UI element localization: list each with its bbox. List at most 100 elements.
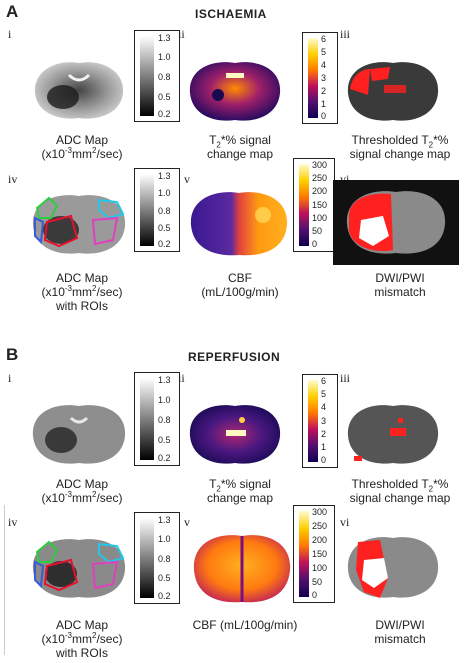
caption-line: Thresholded T2*%: [351, 133, 449, 150]
caption-b-iv: ADC Map (x10-3mm2/sec) with ROIs: [12, 618, 152, 660]
caption-a-vi: DWI/PWI mismatch: [330, 271, 470, 299]
tick-label: 0: [321, 111, 327, 121]
caption-line: mismatch: [374, 285, 426, 299]
tick-label: 0.2: [158, 453, 171, 463]
caption-a-iv: ADC Map (x10-3mm2/sec) with ROIs: [12, 271, 152, 313]
tick-label: 2: [321, 86, 327, 96]
caption-line: mismatch: [374, 632, 426, 646]
caption-b-v: CBF (mL/100g/min): [180, 618, 310, 632]
caption-line: signal change map: [349, 147, 451, 161]
caption-a-iii: Thresholded T2*% signal change map: [330, 133, 470, 161]
tick-label: 1.0: [158, 188, 171, 198]
tick-label: 300: [312, 507, 328, 517]
numeral-a-i: i: [8, 27, 12, 41]
colorbar-b-cbf: 300 250 200 150 100 50 0: [293, 505, 335, 603]
colorbar-b-adc-mid: 1.3 1.0 0.8 0.5 0.2: [134, 512, 180, 604]
caption-line: T2*% signal: [209, 133, 271, 150]
colorbar-a-cbf: 300 250 200 150 100 50 0: [293, 158, 335, 252]
tick-label: 50: [312, 577, 323, 587]
tick-label: 0.2: [158, 591, 171, 601]
tick-label: 4: [321, 60, 327, 70]
tick-label: 150: [312, 549, 328, 559]
numeral-b-iii: iii: [340, 371, 351, 385]
panel-letter-a: A: [6, 2, 19, 21]
scan-a-iv-adc-rois: [25, 188, 133, 260]
tick-label: 0.8: [158, 206, 171, 216]
caption-a-i: ADC Map (x10-3mm2/sec): [12, 133, 152, 161]
caption-line: with ROIs: [55, 646, 108, 660]
scan-b-v-cbf: [188, 528, 296, 608]
tick-label: 1.3: [158, 515, 171, 525]
scan-b-ii-t2-map: [182, 398, 288, 470]
tick-label: 300: [312, 160, 328, 170]
caption-line: (x10-3mm2/sec): [41, 284, 123, 300]
colorbar-b-adc-top: 1.3 1.0 0.8 0.5 0.2: [134, 372, 180, 466]
colorbar-a-adc-mid: 1.3 1.0 0.8 0.5 0.2: [134, 168, 180, 252]
caption-b-vi: DWI/PWI mismatch: [330, 618, 470, 646]
caption-line: (x10-3mm2/sec): [41, 631, 123, 647]
tick-label: 0.8: [158, 415, 171, 425]
tick-label: 1: [321, 442, 327, 452]
caption-line: change map: [206, 147, 274, 161]
colorbar-b-t2-top: 6 5 4 3 2 1 0: [302, 374, 338, 468]
caption-line: change map: [206, 491, 274, 505]
caption-line: (x10-3mm2/sec): [41, 490, 123, 506]
caption-line: (x10-3mm2/sec): [41, 146, 123, 162]
tick-label: 6: [321, 34, 327, 44]
tick-label: 0.8: [158, 554, 171, 564]
caption-line: ADC Map: [55, 271, 108, 285]
tick-label: 0.5: [158, 223, 171, 233]
caption-b-ii: T2*% signal change map: [170, 477, 310, 505]
tick-label: 1: [321, 99, 327, 109]
tick-label: 250: [312, 521, 328, 531]
numeral-a-iv: iv: [8, 172, 18, 186]
scan-a-v-cbf: [185, 185, 293, 261]
tick-label: 1.0: [158, 395, 171, 405]
section-title-ischaemia: ISCHAEMIA: [195, 7, 267, 21]
tick-label: 0.2: [158, 109, 171, 119]
caption-line: DWI/PWI: [375, 618, 425, 632]
numeral-b-vi: vi: [340, 515, 350, 529]
caption-line: CBF: [228, 271, 252, 285]
tick-label: 0: [312, 590, 318, 600]
caption-line: DWI/PWI: [375, 271, 425, 285]
scan-b-iii-thresholded: [340, 398, 446, 470]
tick-label: 200: [312, 535, 328, 545]
caption-b-iii: Thresholded T2*% signal change map: [330, 477, 470, 505]
numeral-a-v: v: [184, 172, 190, 186]
caption-line: ADC Map: [55, 477, 108, 491]
tick-label: 1.3: [158, 171, 171, 181]
numeral-b-v: v: [184, 515, 190, 529]
tick-label: 6: [321, 376, 327, 386]
numeral-a-vi: vi: [340, 172, 350, 186]
colorbar-a-adc-top: 1.3 1.0 0.8 0.5 0.2: [134, 30, 180, 122]
panel-letter-b: B: [6, 345, 19, 364]
scan-a-ii-t2-map: [182, 55, 288, 127]
scan-a-vi-mismatch: [333, 180, 459, 265]
tick-label: 100: [312, 213, 328, 223]
tick-label: 0: [321, 455, 327, 465]
numeral-b-iv: iv: [8, 515, 18, 529]
numeral-b-ii: ii: [178, 371, 185, 385]
tick-label: 5: [321, 389, 327, 399]
tick-label: 0.5: [158, 573, 171, 583]
scan-b-iv-adc-rois: [25, 532, 133, 604]
caption-line: Thresholded T2*%: [351, 477, 449, 494]
tick-label: 3: [321, 73, 327, 83]
scan-b-i-adc-map: [25, 398, 133, 470]
caption-line: T2*% signal: [209, 477, 271, 494]
numeral-a-iii: iii: [340, 27, 351, 41]
tick-label: 3: [321, 416, 327, 426]
tick-label: 1.3: [158, 375, 171, 385]
tick-label: 50: [312, 226, 323, 236]
numeral-b-i: i: [8, 371, 12, 385]
caption-line: ADC Map: [55, 133, 108, 147]
tick-label: 5: [321, 47, 327, 57]
caption-a-ii: T2*% signal change map: [170, 133, 310, 161]
caption-b-i: ADC Map (x10-3mm2/sec): [12, 477, 152, 505]
caption-line: with ROIs: [55, 299, 108, 313]
tick-label: 0.2: [158, 239, 171, 249]
section-title-reperfusion: REPERFUSION: [188, 350, 281, 364]
tick-label: 0.8: [158, 72, 171, 82]
tick-label: 100: [312, 563, 328, 573]
